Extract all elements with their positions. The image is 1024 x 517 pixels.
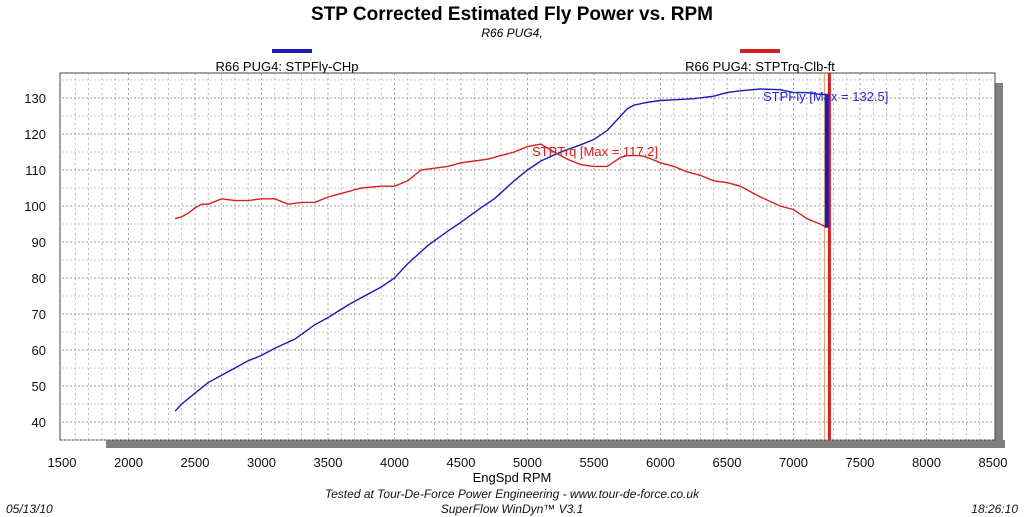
plot-shadow-right bbox=[995, 83, 1003, 448]
footer-software: SuperFlow WinDyn™ V3.1 bbox=[441, 502, 584, 516]
y-tick-label: 100 bbox=[24, 199, 46, 214]
chart-subtitle: R66 PUG4, bbox=[481, 26, 542, 40]
y-tick-label: 50 bbox=[32, 379, 46, 394]
x-tick-label: 7500 bbox=[846, 455, 875, 470]
y-tick-label: 90 bbox=[32, 235, 46, 250]
legend-label-power: R66 PUG4: STPFly-CHp bbox=[215, 59, 358, 74]
annotation-power-max: STPFly [Max = 132.5] bbox=[763, 89, 888, 104]
x-tick-label: 1500 bbox=[48, 455, 77, 470]
annotation-torque-max: STPTrq [Max = 117.2] bbox=[532, 144, 658, 159]
x-tick-label: 8000 bbox=[912, 455, 941, 470]
legend-swatch-power bbox=[272, 49, 312, 53]
x-tick-label: 5500 bbox=[580, 455, 609, 470]
chart-title: STP Corrected Estimated Fly Power vs. RP… bbox=[311, 4, 713, 25]
x-tick-label: 5000 bbox=[513, 455, 542, 470]
plot-shadow-bottom bbox=[106, 440, 1005, 448]
x-tick-label: 6500 bbox=[713, 455, 742, 470]
legend-label-torque: R66 PUG4: STPTrq-Clb-ft bbox=[685, 59, 835, 74]
series-line-torque bbox=[174, 143, 828, 229]
y-tick-label: 110 bbox=[25, 163, 46, 178]
x-tick-label: 6000 bbox=[646, 455, 675, 470]
footer-tested-at: Tested at Tour-De-Force Power Engineerin… bbox=[325, 487, 700, 501]
x-tick-label: 4500 bbox=[447, 455, 476, 470]
y-tick-label: 70 bbox=[32, 307, 46, 322]
y-tick-label: 120 bbox=[24, 127, 46, 142]
x-tick-label: 7000 bbox=[779, 455, 808, 470]
x-tick-label: 8500 bbox=[979, 455, 1008, 470]
x-tick-label: 3000 bbox=[247, 455, 276, 470]
x-tick-label: 2000 bbox=[114, 455, 143, 470]
x-tick-label: 2500 bbox=[181, 455, 210, 470]
footer-date: 05/13/10 bbox=[6, 502, 53, 516]
series-line-power bbox=[174, 88, 829, 412]
y-tick-label: 130 bbox=[24, 91, 46, 106]
y-tick-label: 40 bbox=[32, 415, 46, 430]
footer-time: 18:26:10 bbox=[971, 502, 1018, 516]
legend-swatch-torque bbox=[740, 49, 780, 53]
y-tick-label: 60 bbox=[32, 343, 46, 358]
x-tick-label: 4000 bbox=[380, 455, 409, 470]
x-axis-label: EngSpd RPM bbox=[473, 470, 552, 485]
x-tick-label: 3500 bbox=[314, 455, 343, 470]
y-tick-label: 80 bbox=[32, 271, 46, 286]
